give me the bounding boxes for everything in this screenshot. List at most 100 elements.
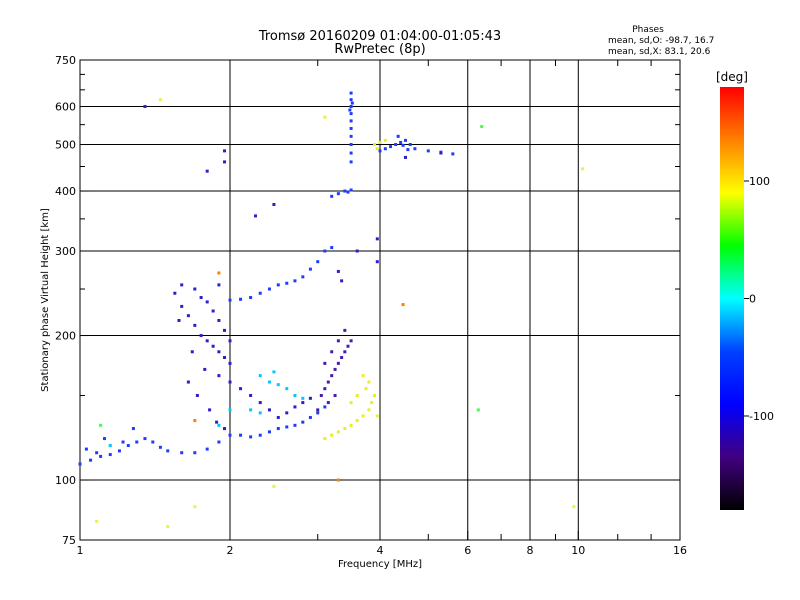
data-point	[108, 453, 112, 457]
data-point	[217, 283, 221, 287]
data-point	[330, 350, 334, 354]
data-point	[272, 370, 276, 374]
data-point	[330, 374, 334, 378]
data-point	[217, 350, 221, 354]
data-point	[349, 105, 353, 109]
data-point	[276, 283, 280, 287]
data-point	[211, 309, 215, 313]
data-point	[267, 408, 271, 412]
data-point	[228, 361, 232, 365]
data-point	[336, 339, 340, 343]
data-point	[349, 339, 353, 343]
data-point	[272, 484, 276, 488]
data-point	[223, 328, 227, 332]
data-point	[276, 427, 280, 431]
data-point	[121, 440, 125, 444]
data-point	[78, 462, 82, 466]
data-point	[258, 433, 262, 437]
data-point	[217, 423, 221, 427]
y-tick-label: 500	[55, 139, 76, 152]
data-point	[361, 414, 365, 418]
chart-title: Tromsø 20160209 01:04:00-01:05:43	[258, 29, 501, 44]
data-point	[349, 112, 353, 116]
data-point	[383, 138, 387, 142]
data-point	[239, 387, 243, 391]
data-point	[572, 505, 576, 509]
x-axis-label: Frequency [MHz]	[338, 559, 422, 570]
colorbar-rect	[720, 87, 744, 510]
data-point	[249, 435, 253, 439]
plot-area: 1 2 4 6 8 10 16 75 100 200 300 400 500 600 750	[55, 54, 687, 557]
data-point	[205, 169, 209, 173]
data-point	[355, 394, 359, 398]
data-point	[401, 303, 405, 307]
data-point	[186, 314, 190, 318]
data-point	[126, 444, 130, 448]
data-point	[293, 405, 297, 409]
data-point	[217, 318, 221, 322]
data-point	[349, 188, 353, 192]
y-axis-label: Stationary phase Virtual Height [km]	[40, 208, 51, 392]
data-point	[208, 408, 212, 412]
data-point	[135, 440, 139, 444]
data-point	[394, 143, 398, 147]
colorbar-tick-label: 0	[749, 293, 756, 306]
data-point	[276, 415, 280, 419]
data-point	[403, 138, 407, 142]
data-point	[349, 401, 353, 405]
x-tick-label: 6	[464, 544, 471, 557]
data-point	[84, 447, 88, 451]
data-point	[173, 291, 177, 295]
data-point	[403, 155, 407, 159]
data-point	[346, 344, 350, 348]
data-point	[249, 394, 253, 398]
data-point	[370, 401, 374, 405]
data-point	[348, 108, 352, 112]
data-point	[177, 318, 181, 322]
data-point	[323, 387, 327, 391]
data-point	[343, 427, 347, 431]
data-point	[349, 423, 353, 427]
data-point	[346, 190, 350, 194]
data-point	[228, 408, 232, 412]
data-point	[293, 394, 297, 398]
data-point	[336, 430, 340, 434]
data-point	[205, 339, 209, 343]
data-point	[375, 260, 379, 264]
data-point	[166, 525, 170, 529]
data-point	[293, 279, 297, 283]
data-point	[223, 149, 227, 153]
data-point	[267, 380, 271, 384]
data-point	[258, 401, 262, 405]
data-point	[239, 433, 243, 437]
data-point	[581, 167, 585, 171]
data-point	[272, 202, 276, 206]
data-point	[223, 355, 227, 359]
data-point	[361, 374, 365, 378]
data-point	[228, 298, 232, 302]
data-point	[195, 394, 199, 398]
data-point	[375, 414, 379, 418]
data-point	[336, 361, 340, 365]
data-point	[476, 408, 480, 412]
data-point	[190, 350, 194, 354]
data-point	[223, 160, 227, 164]
data-point	[480, 125, 484, 129]
data-point	[258, 374, 262, 378]
data-point	[308, 396, 312, 400]
data-point	[349, 151, 353, 155]
data-point	[336, 192, 340, 196]
data-point	[308, 415, 312, 419]
data-point	[99, 454, 103, 458]
data-point	[217, 271, 221, 275]
y-tick-label: 75	[62, 534, 76, 547]
data-point	[367, 408, 371, 412]
data-point	[228, 339, 232, 343]
data-point	[326, 380, 330, 384]
data-point	[285, 387, 289, 391]
data-point	[349, 160, 353, 164]
data-point	[343, 189, 347, 193]
y-tick-label: 750	[55, 54, 76, 67]
data-point	[343, 328, 347, 332]
y-tick-label: 300	[55, 245, 76, 258]
